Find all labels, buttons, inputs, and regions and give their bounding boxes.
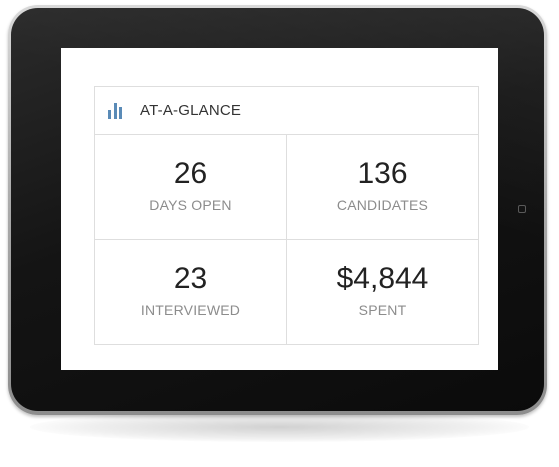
stats-grid: 26 DAYS OPEN 136 CANDIDATES 23 INTERVIEW… [95, 135, 478, 344]
stat-label: CANDIDATES [336, 197, 429, 213]
stat-spent: $4,844 SPENT [287, 240, 478, 344]
stat-value: 26 [173, 157, 208, 190]
stat-days-open: 26 DAYS OPEN [95, 135, 287, 240]
stat-value: 136 [357, 157, 408, 190]
stat-candidates: 136 CANDIDATES [287, 135, 478, 240]
at-a-glance-widget: AT-A-GLANCE 26 DAYS OPEN 136 CANDIDATES … [94, 86, 479, 345]
stat-value: 23 [173, 262, 208, 295]
stat-interviewed: 23 INTERVIEWED [95, 240, 287, 344]
home-button[interactable] [518, 205, 526, 213]
widget-header: AT-A-GLANCE [95, 87, 478, 135]
widget-title: AT-A-GLANCE [140, 102, 242, 119]
tablet-shadow [30, 412, 529, 442]
stat-label: SPENT [358, 302, 407, 318]
stat-label: DAYS OPEN [149, 197, 232, 213]
tablet-screen: AT-A-GLANCE 26 DAYS OPEN 136 CANDIDATES … [61, 48, 498, 370]
bar-chart-icon [108, 102, 126, 119]
stat-label: INTERVIEWED [140, 302, 241, 318]
stat-value: $4,844 [336, 262, 429, 295]
